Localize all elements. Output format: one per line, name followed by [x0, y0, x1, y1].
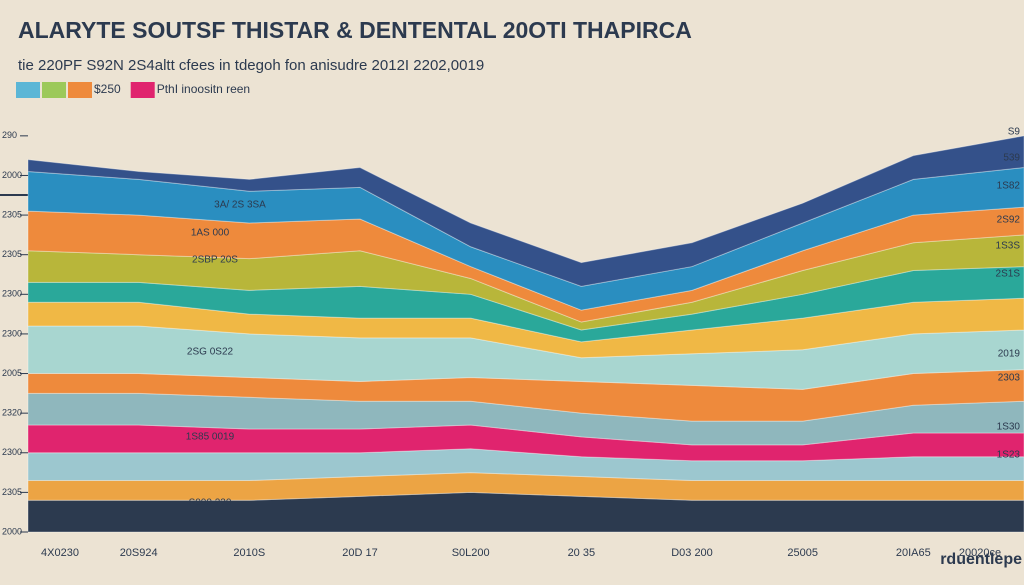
y-tick-label: 2305: [2, 487, 22, 497]
right-label: 1S82: [997, 181, 1021, 192]
x-tick-label: 20S924: [120, 547, 158, 559]
right-label: 1S3S: [996, 241, 1021, 252]
y-tick-label: 2300: [2, 447, 22, 457]
area: [27, 234, 1024, 331]
annotation: 1AS 000: [191, 228, 230, 239]
x-tick-label: D03 200: [671, 547, 713, 559]
y-tick-label: 2305: [2, 209, 22, 219]
y-tick-label: 2300: [2, 328, 22, 338]
right-label: 2S1S: [996, 269, 1021, 280]
y-tick-label: 2000: [2, 526, 22, 536]
x-tick-label: 20D 17: [342, 547, 377, 559]
annotation: S000 230: [189, 498, 232, 509]
x-tick-label: 25005: [787, 547, 818, 559]
legend-swatch: [16, 82, 40, 98]
annotation: 1S85 0019: [186, 432, 235, 443]
right-label: 2303: [998, 373, 1021, 384]
y-tick-label: 2320: [2, 408, 22, 418]
y-tick-label: 2305: [2, 249, 22, 259]
legend-swatch: [68, 82, 92, 98]
area: [27, 369, 1024, 422]
x-tick-label: 20 35: [568, 547, 596, 559]
y-tick-label: 2005: [2, 368, 22, 378]
x-tick-label: 20IA65: [896, 547, 931, 559]
legend-label: $250: [94, 82, 121, 96]
area: [27, 491, 1024, 533]
x-tick-label: 20020ce: [959, 547, 1001, 559]
area: [27, 266, 1024, 343]
annotation: 3A/ 2S 3SA: [214, 200, 266, 211]
right-label: 2019: [998, 349, 1021, 360]
annotation: 2SG 0S22: [187, 347, 234, 358]
area: [27, 135, 1024, 287]
right-label: 539: [1003, 153, 1020, 164]
legend-swatch: [130, 82, 155, 98]
chart-title: ALARYTE SOUTSF THISTAR & DENTENTAL 20OTI…: [18, 17, 692, 43]
right-label: 2S92: [997, 215, 1021, 226]
y-tick-label: 290: [2, 130, 17, 140]
y-tick-label: 2300: [2, 289, 22, 299]
x-tick-label: S0L200: [452, 547, 490, 559]
legend-label: PthI inoositn reen: [157, 82, 250, 96]
x-tick-label: 2010S: [233, 547, 265, 559]
area: [27, 325, 1024, 390]
area: [27, 297, 1024, 359]
right-label: 1S30: [997, 422, 1021, 433]
y-tick-label: 2000: [2, 170, 22, 180]
right-label: 1S23: [997, 450, 1021, 461]
legend-swatch: [42, 82, 66, 98]
chart-subtitle: tie 220PF S92N 2S4altt cfees in tdegoh f…: [18, 57, 484, 74]
x-tick-label: 4X0230: [41, 547, 79, 559]
corner-label: rduentlepe: [940, 551, 1022, 568]
right-label: S9: [1008, 127, 1021, 138]
annotation: 2SBP 20S: [192, 255, 238, 266]
